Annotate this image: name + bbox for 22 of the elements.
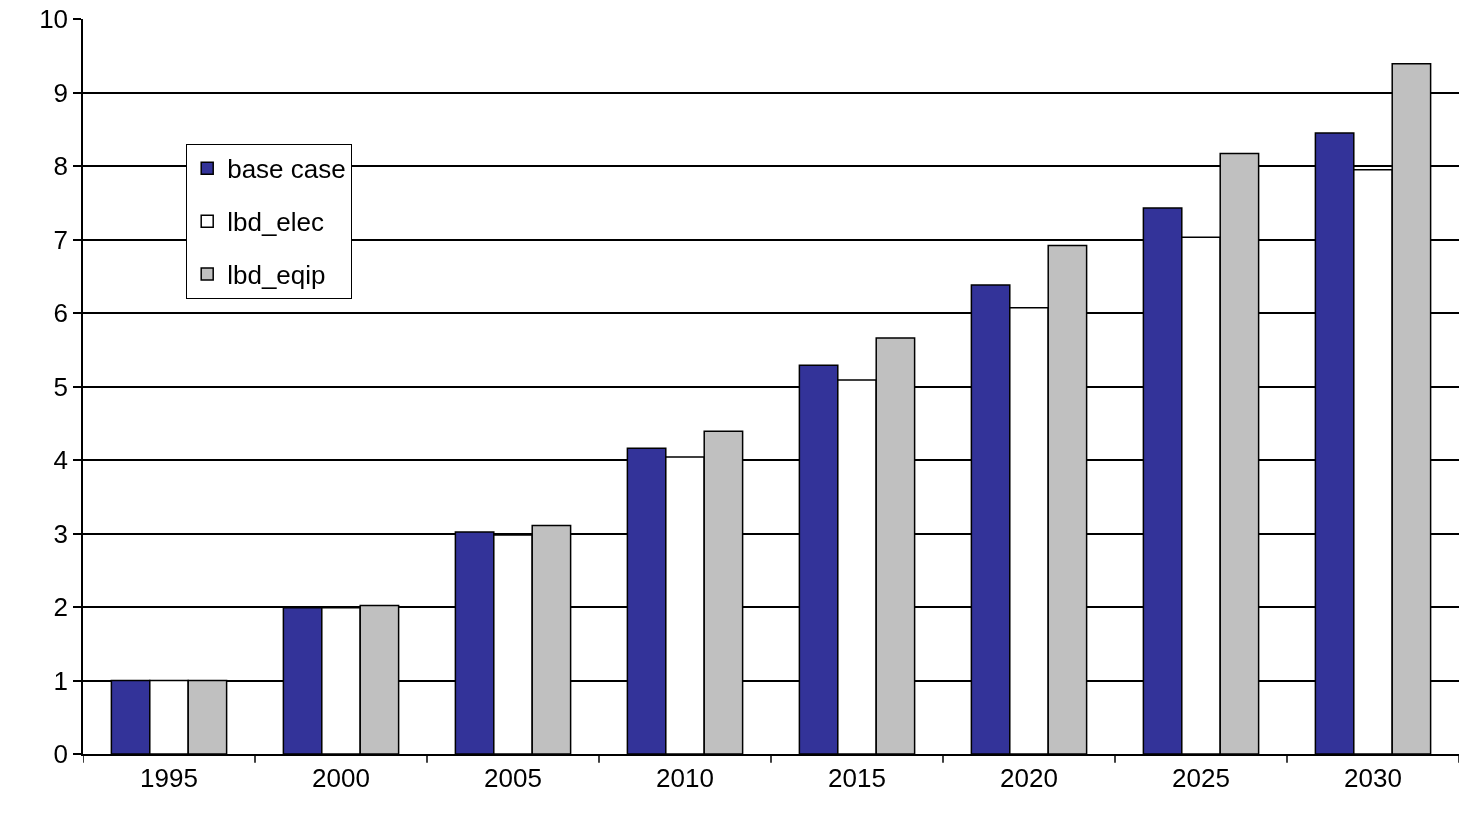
- y-tick-label: 10: [39, 4, 69, 35]
- x-tick-label: 2025: [1172, 762, 1230, 793]
- y-tick-label: 1: [53, 665, 69, 696]
- y-tick-label: 0: [53, 739, 69, 770]
- y-tick-label: 7: [53, 224, 69, 255]
- legend-label: lbd_eqip: [227, 260, 326, 291]
- y-tick-label: 9: [53, 77, 69, 108]
- x-tick-label: 2005: [484, 762, 542, 793]
- x-tick-label: 1995: [140, 762, 198, 793]
- y-tick-label: 8: [53, 151, 69, 182]
- y-tick-label: 2: [53, 592, 69, 623]
- y-tick-label: 3: [53, 518, 69, 549]
- x-tick-label: 2015: [828, 762, 886, 793]
- x-tick-label: 2030: [1344, 762, 1402, 793]
- legend-label: lbd_elec: [227, 207, 325, 238]
- legend-label: base case: [227, 154, 346, 185]
- y-tick-label: 5: [53, 371, 69, 402]
- y-tick-label: 6: [53, 298, 69, 329]
- x-tick-label: 2020: [1000, 762, 1058, 793]
- x-tick-label: 2000: [312, 762, 370, 793]
- y-tick-label: 4: [53, 445, 69, 476]
- x-tick-label: 2010: [656, 762, 714, 793]
